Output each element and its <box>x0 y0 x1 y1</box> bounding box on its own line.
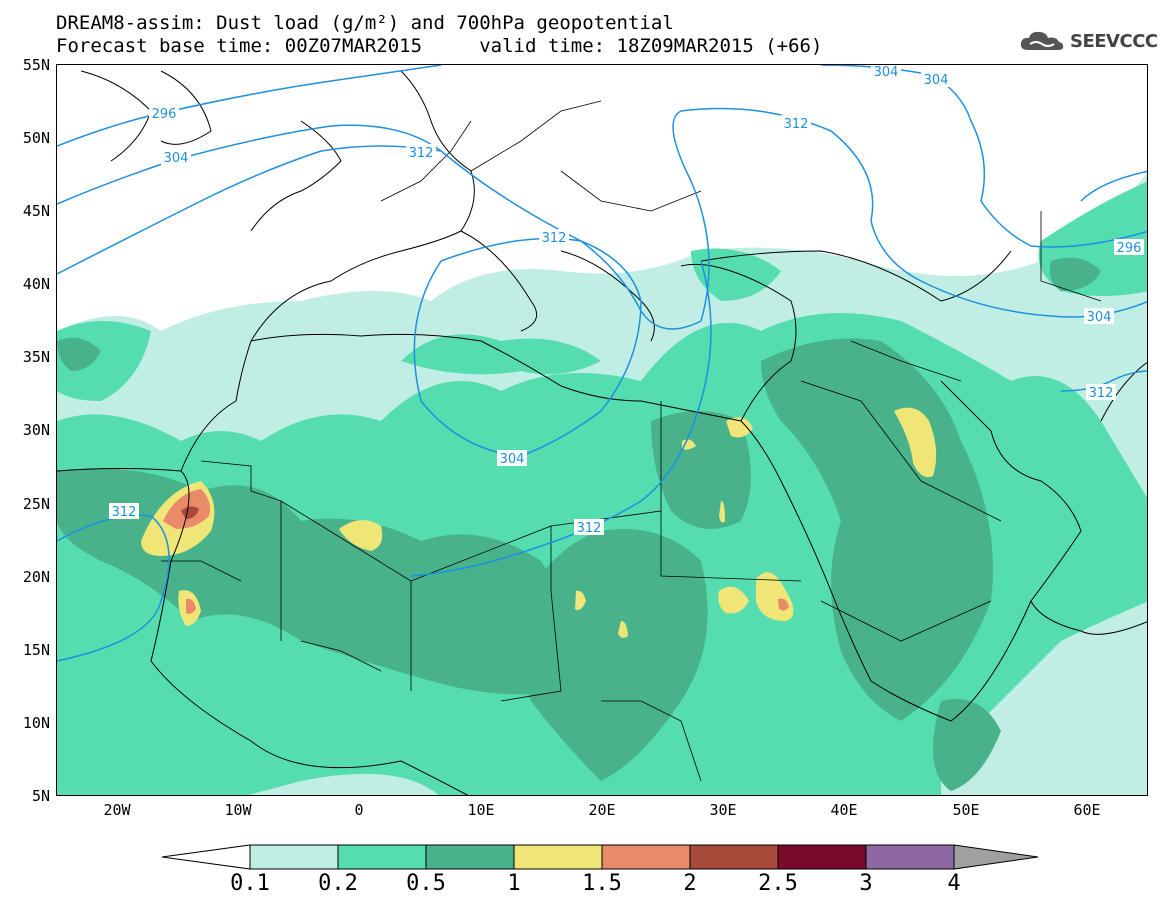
lon-tick: 30E <box>709 801 737 819</box>
colorbar <box>161 844 1039 870</box>
lon-tick: 20W <box>103 801 131 819</box>
colorbar-label: 2 <box>683 871 697 896</box>
country-borders <box>161 100 1102 782</box>
contour-label: 312 <box>112 505 137 520</box>
lat-tick: 25N <box>22 495 50 513</box>
contour-labels: 296 304 312 312 304 304 312 312 312 296 … <box>109 65 1144 536</box>
contour-label: 304 <box>924 73 949 88</box>
colorbar-label: 0.2 <box>318 871 358 896</box>
colorbar-label: 1.5 <box>582 871 622 896</box>
colorbar-bin <box>777 844 867 870</box>
colorbar-bin <box>249 844 339 870</box>
lon-tick: 10W <box>224 801 252 819</box>
lat-tick: 10N <box>22 714 50 732</box>
chart-subtitle: Forecast base time: 00Z07MAR2015 valid t… <box>56 35 823 57</box>
lat-tick: 45N <box>22 202 50 220</box>
colorbar-label: 0.1 <box>230 871 270 896</box>
colorbar-bin <box>337 844 427 870</box>
lat-tick: 30N <box>22 421 50 439</box>
lat-tick: 35N <box>22 348 50 366</box>
colorbar-bin <box>865 844 955 870</box>
colorbar-under <box>161 844 251 870</box>
dust-band-2 <box>181 506 199 519</box>
lon-tick: 10E <box>467 801 495 819</box>
colorbar-label: 4 <box>947 871 961 896</box>
map-canvas: 296 304 312 312 304 304 312 312 312 296 … <box>57 65 1147 795</box>
contour-label: 304 <box>164 151 189 166</box>
contour-label: 296 <box>152 107 177 122</box>
seevccc-logo: SEEVCCC <box>1018 28 1158 54</box>
lat-tick: 50N <box>22 129 50 147</box>
chart-title: DREAM8-assim: Dust load (g/m²) and 700hP… <box>56 12 674 34</box>
contour-label: 312 <box>542 231 567 246</box>
colorbar-bin <box>425 844 515 870</box>
colorbar-label: 1 <box>507 871 521 896</box>
contour-label: 312 <box>577 521 602 536</box>
contour-label: 304 <box>1087 310 1112 325</box>
colorbar-bin <box>601 844 691 870</box>
lat-tick: 5N <box>31 787 50 805</box>
lat-tick: 55N <box>22 56 50 74</box>
colorbar-bin <box>513 844 603 870</box>
colorbar-label: 2.5 <box>758 871 798 896</box>
lon-tick: 20E <box>588 801 616 819</box>
contour-label: 312 <box>409 146 434 161</box>
lat-tick: 15N <box>22 641 50 659</box>
contour-label: 296 <box>1117 241 1142 256</box>
colorbar-label: 0.5 <box>406 871 446 896</box>
lon-tick: 60E <box>1073 801 1101 819</box>
logo-text: SEEVCCC <box>1070 30 1158 52</box>
contour-label: 304 <box>874 65 899 80</box>
lon-tick: 0 <box>354 801 364 819</box>
contour-label: 304 <box>500 452 525 467</box>
contour-label: 312 <box>1089 386 1114 401</box>
lat-tick: 40N <box>22 275 50 293</box>
lon-tick: 50E <box>952 801 980 819</box>
colorbar-bin <box>689 844 779 870</box>
colorbar-over <box>953 844 1039 870</box>
contour-label: 312 <box>784 117 809 132</box>
dust-map: 296 304 312 312 304 304 312 312 312 296 … <box>56 64 1148 796</box>
lon-tick: 40E <box>830 801 858 819</box>
cloud-icon <box>1020 31 1064 50</box>
colorbar-label: 3 <box>859 871 873 896</box>
lat-tick: 20N <box>22 568 50 586</box>
